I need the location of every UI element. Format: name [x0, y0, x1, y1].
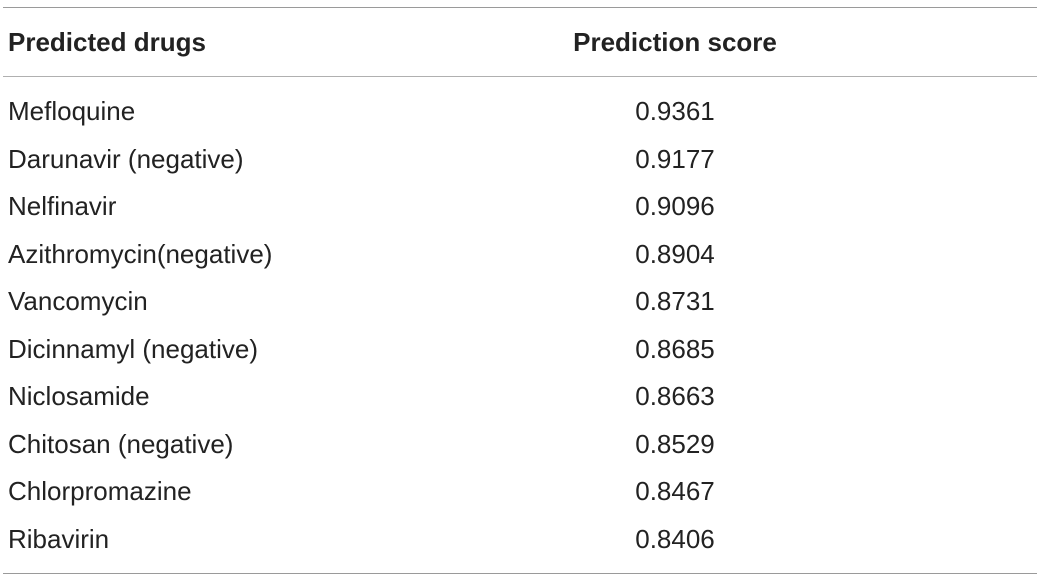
- score-cell: 0.9177: [635, 143, 715, 174]
- table-row: Dicinnamyl (negative) 0.8685: [3, 326, 1037, 374]
- table-row: Nelfinavir 0.9096: [3, 183, 1037, 231]
- drug-name-cell: Nelfinavir: [8, 191, 117, 221]
- table-row: Darunavir (negative) 0.9177: [3, 136, 1037, 184]
- drug-name-cell: Vancomycin: [8, 286, 148, 316]
- table-row: Mefloquine 0.9361: [3, 88, 1037, 136]
- score-cell: 0.8685: [635, 333, 715, 364]
- table-bottom-rule: [3, 573, 1037, 574]
- score-cell: 0.8731: [635, 286, 715, 316]
- table-row: Azithromycin(negative) 0.8904: [3, 231, 1037, 279]
- table-row: Ribavirin 0.8406: [3, 516, 1037, 564]
- drug-name-cell: Chitosan (negative): [8, 428, 234, 459]
- table-top-rule: [3, 7, 1037, 8]
- table-row: Chlorpromazine 0.8467: [3, 468, 1037, 516]
- prediction-table: Predicted drugs Prediction score Mefloqu…: [3, 0, 1037, 580]
- table-header-rule: [3, 76, 1037, 77]
- table-body: Mefloquine 0.9361 Darunavir (negative) 0…: [3, 88, 1037, 563]
- table-header-row: Predicted drugs Prediction score: [3, 20, 1037, 64]
- drug-name-cell: Mefloquine: [8, 96, 136, 126]
- table-row: Vancomycin 0.8731: [3, 278, 1037, 326]
- score-cell: 0.8467: [635, 476, 715, 506]
- drug-name-cell: Ribavirin: [8, 523, 110, 554]
- drug-name-cell: Azithromycin(negative): [8, 238, 273, 269]
- drug-name-cell: Niclosamide: [8, 381, 150, 411]
- score-cell: 0.9096: [635, 191, 715, 221]
- score-cell: 0.8529: [635, 428, 715, 459]
- header-prediction-score: Prediction score: [573, 27, 777, 57]
- table-row: Chitosan (negative) 0.8529: [3, 421, 1037, 469]
- score-cell: 0.8663: [635, 381, 715, 411]
- score-cell: 0.8406: [635, 523, 715, 554]
- drug-name-cell: Dicinnamyl (negative): [8, 333, 258, 364]
- drug-name-cell: Chlorpromazine: [8, 476, 192, 506]
- header-predicted-drugs: Predicted drugs: [8, 27, 206, 57]
- table-row: Niclosamide 0.8663: [3, 373, 1037, 421]
- score-cell: 0.8904: [635, 238, 715, 269]
- score-cell: 0.9361: [635, 96, 715, 126]
- drug-name-cell: Darunavir (negative): [8, 143, 244, 174]
